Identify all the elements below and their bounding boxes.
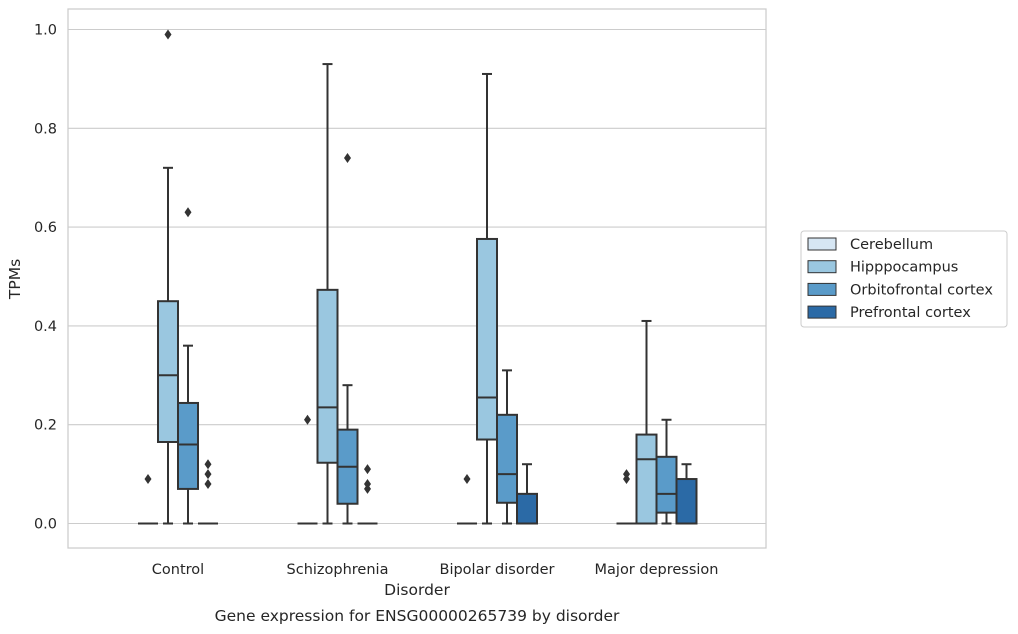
box-orbitofrontal-cortex	[177, 207, 199, 525]
legend-label: Cerebellum	[850, 237, 933, 253]
legend: Cerebellum Hipppocampus Orbitofrontal cort…	[800, 230, 1008, 328]
chart-caption: Gene expression for ENSG00000265739 by d…	[215, 607, 620, 625]
legend-label: Orbitofrontal cortex	[850, 282, 993, 298]
outlier-point	[364, 464, 371, 475]
legend-frame	[800, 230, 1008, 328]
y-axis-label: TPMs	[6, 259, 24, 300]
box-cerebellum	[297, 414, 318, 525]
box-hipppocampus	[476, 72, 498, 525]
legend-label: Prefrontal cortex	[850, 305, 971, 321]
box-body	[157, 300, 179, 443]
box-prefrontal-cortex	[516, 463, 538, 525]
box-body	[316, 288, 339, 464]
box-prefrontal-cortex	[357, 464, 378, 525]
y-tick-label: 0.2	[34, 418, 57, 434]
box-cerebellum	[457, 474, 477, 525]
x-tick-labels: Control Schizophrenia Bipolar disorder Majo…	[152, 562, 719, 578]
box-body	[476, 237, 498, 441]
outlier-point	[144, 474, 152, 485]
x-tick-label: Bipolar disorder	[440, 562, 555, 578]
box-cerebellum	[616, 469, 637, 525]
legend-swatch	[807, 282, 837, 296]
legend-swatch	[807, 260, 837, 274]
box-prefrontal-cortex	[675, 463, 698, 525]
box-body	[496, 413, 518, 504]
box-hipppocampus	[635, 319, 658, 525]
y-tick-label: 0.0	[34, 517, 57, 533]
box-body	[516, 492, 538, 525]
box-body	[177, 401, 199, 490]
y-tick-labels: 0.0 0.2 0.4 0.6 0.8 1.0	[34, 23, 57, 533]
y-tick-label: 0.6	[34, 220, 57, 236]
legend-swatch	[807, 305, 837, 319]
box-cerebellum	[138, 474, 158, 525]
box-body	[655, 455, 678, 514]
outlier-point	[463, 474, 471, 485]
box-orbitofrontal-cortex	[336, 152, 359, 525]
y-tick-label: 1.0	[34, 23, 57, 39]
box-orbitofrontal-cortex	[655, 418, 678, 525]
outlier-point	[164, 29, 172, 40]
outlier-point	[304, 414, 311, 425]
box-orbitofrontal-cortex	[496, 369, 518, 525]
outlier-point	[364, 478, 371, 489]
outlier-point	[184, 207, 192, 218]
box-prefrontal-cortex	[198, 459, 218, 525]
box-hipppocampus	[316, 63, 339, 525]
outlier-point	[204, 459, 212, 470]
x-tick-label: Control	[152, 562, 204, 578]
gridlines	[68, 28, 766, 525]
y-tick-label: 0.8	[34, 121, 57, 137]
outlier-point	[344, 152, 351, 163]
x-tick-label: Major depression	[595, 562, 719, 578]
outlier-point	[623, 469, 630, 480]
y-tick-label: 0.4	[34, 319, 57, 335]
x-tick-label: Schizophrenia	[287, 562, 389, 578]
box-body	[675, 478, 698, 525]
legend-swatch	[807, 237, 837, 251]
legend-label: Hipppocampus	[850, 260, 958, 276]
box-hipppocampus	[157, 29, 179, 525]
x-axis-label: Disorder	[384, 581, 450, 599]
box-body	[635, 433, 658, 525]
boxes	[138, 29, 698, 525]
outlier-point	[204, 478, 212, 489]
plot-frame	[67, 8, 767, 549]
outlier-point	[204, 469, 212, 480]
